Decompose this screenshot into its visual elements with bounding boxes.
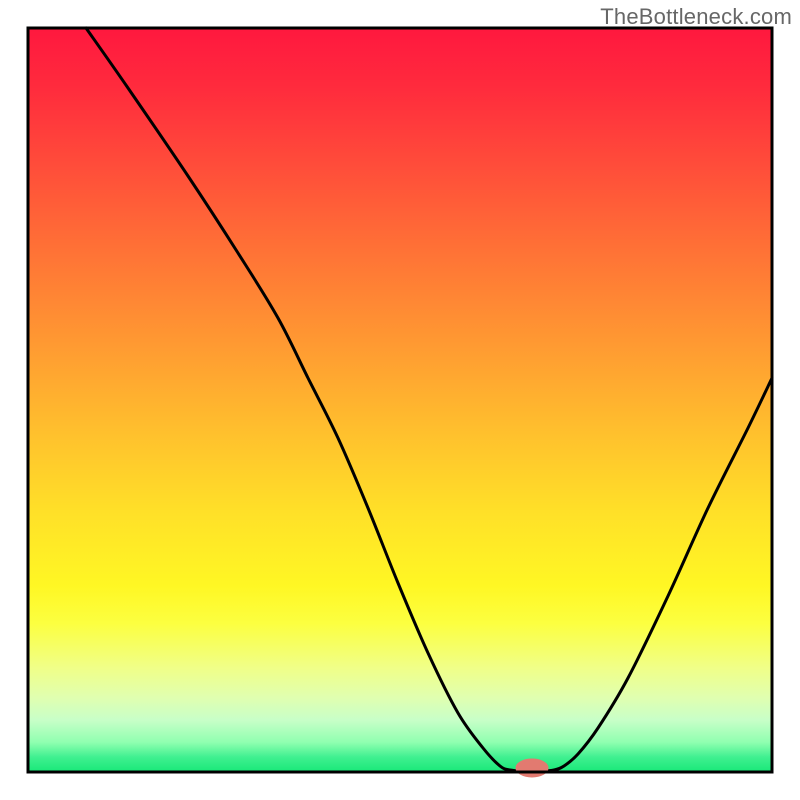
chart-container: TheBottleneck.com [0,0,800,800]
watermark-text: TheBottleneck.com [600,4,792,30]
chart-background [28,28,772,772]
optimal-marker [516,759,548,777]
bottleneck-chart [0,0,800,800]
